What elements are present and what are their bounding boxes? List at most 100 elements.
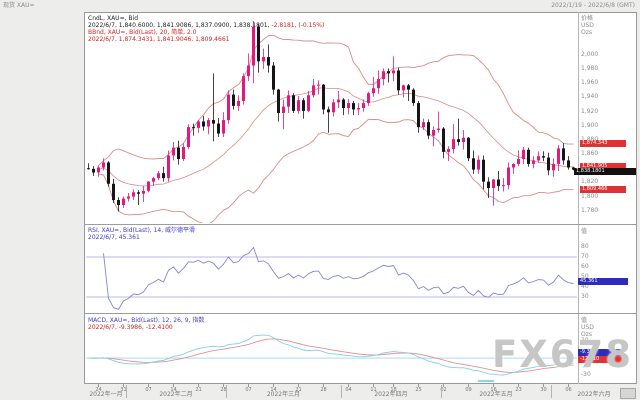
rsi-tick: 40 (581, 283, 589, 290)
week-tick-label: 14 (270, 387, 277, 393)
week-tick-mark (393, 384, 394, 387)
price-tick: 2,000 (581, 50, 599, 58)
week-tick-mark (273, 384, 274, 387)
price-tick: 1,780 (581, 206, 599, 214)
bull-candle (452, 139, 455, 150)
macd-axis-unit2: Ozs (581, 331, 592, 338)
bull-candle (312, 85, 315, 96)
week-tick-mark (418, 384, 419, 387)
bear-candle (292, 95, 295, 111)
month-separator (341, 385, 342, 398)
bear-candle (472, 158, 475, 170)
week-tick-label: 11 (370, 387, 377, 393)
bear-candle (117, 200, 120, 206)
bear-candle (442, 128, 445, 152)
bear-candle (192, 127, 195, 129)
week-tick-label: 24 (95, 387, 102, 393)
bull-candle (477, 159, 480, 170)
week-tick-label: 09 (465, 387, 472, 393)
price-tick: 1,940 (581, 93, 599, 101)
week-tick-label: 31 (120, 387, 127, 393)
bear-candle (527, 149, 530, 164)
macd-tick: 30 (581, 337, 589, 345)
bear-candle (497, 179, 500, 186)
rsi-legend-line1: RSI, XAU=, Bid(Last), 14, 威尔德平滑 (88, 227, 196, 234)
price-axis-line (578, 12, 579, 384)
bull-candle (522, 149, 525, 159)
rsi-tick: 70 (581, 253, 589, 260)
bear-candle (547, 157, 550, 171)
week-tick-label: 25 (415, 387, 422, 393)
bull-candle (317, 84, 320, 86)
bull-candle (362, 103, 365, 109)
price-tick: 1,800 (581, 192, 599, 200)
price-tick: 1,960 (581, 79, 599, 87)
window-title: 现货 XAU= (3, 2, 35, 9)
bull-candle (392, 70, 395, 74)
bear-candle (87, 168, 90, 170)
month-label: 2022年四月 (374, 391, 408, 398)
week-tick-mark (493, 384, 494, 387)
week-tick-label: 02 (440, 387, 447, 393)
ohlc-values: 2022/6/7, 1,840.6000, 1,841.9086, 1,837.… (88, 22, 270, 29)
price-tick: 1,880 (581, 136, 598, 143)
bollinger-legend-line1: BBnd, XAU=, Bid(Last), 20, 简单, 2.0 (88, 29, 197, 36)
bear-candle (457, 139, 460, 143)
bear-candle (162, 173, 165, 179)
rsi-tick: 80 (581, 243, 589, 250)
date-range-label: 2022/1/19 - 2022/6/8 (GMT) (551, 2, 635, 9)
week-tick-mark (298, 384, 299, 387)
bear-candle (112, 183, 115, 201)
bear-candle (567, 160, 570, 168)
week-tick-label: 21 (195, 387, 202, 393)
week-tick-mark (468, 384, 469, 387)
price-tick: 1,980 (581, 65, 599, 73)
bear-candle (562, 148, 565, 161)
bull-candle (502, 185, 505, 187)
month-label: 2022年六月 (577, 391, 611, 398)
rsi-value-box: 45.361 (578, 277, 628, 285)
bull-candle (222, 120, 225, 134)
week-tick-mark (198, 384, 199, 387)
bull-candle (517, 158, 520, 164)
bull-candle (307, 95, 310, 111)
resize-grip[interactable] (620, 388, 636, 399)
bear-candle (137, 192, 140, 194)
bull-candle (262, 57, 265, 62)
week-tick-label: 28 (320, 387, 327, 393)
bear-candle (342, 99, 345, 109)
macd-legend-line2: 2022/6/7, -9.3986, -12.4100 (88, 324, 173, 331)
price-tick: 1,900 (581, 121, 599, 129)
bear-candle (267, 57, 270, 66)
week-tick-mark (98, 384, 99, 387)
bear-candle (217, 123, 220, 134)
macd-signal-line (88, 338, 574, 373)
fx678-watermark: FX678 (492, 333, 634, 376)
bull-candle (97, 167, 100, 173)
bear-candle (272, 65, 275, 90)
rsi-legend-line2: 2022/6/7, 45.361 (88, 234, 140, 241)
month-separator (126, 385, 127, 398)
bear-candle (177, 147, 180, 159)
bull-candle (102, 162, 105, 168)
bear-candle (352, 103, 355, 110)
week-tick-mark (223, 384, 224, 387)
bull-candle (147, 181, 150, 191)
macd-value-box: -9.399 (578, 349, 624, 356)
bull-candle (507, 167, 510, 186)
price-legend-line2: 2022/6/7, 1,840.6000, 1,841.9086, 1,837.… (88, 22, 324, 29)
bear-candle (107, 162, 110, 184)
macd-line (88, 334, 574, 376)
week-tick-mark (323, 384, 324, 387)
bull-candle (242, 76, 245, 101)
bull-candle (532, 160, 535, 164)
week-tick-label: 21 (295, 387, 302, 393)
panel-separator-rsi (85, 224, 636, 225)
bull-candle (432, 129, 435, 136)
week-tick-mark (373, 384, 374, 387)
bull-candle (557, 148, 560, 164)
month-label: 2022年三月 (266, 391, 301, 398)
bear-candle (417, 103, 420, 128)
